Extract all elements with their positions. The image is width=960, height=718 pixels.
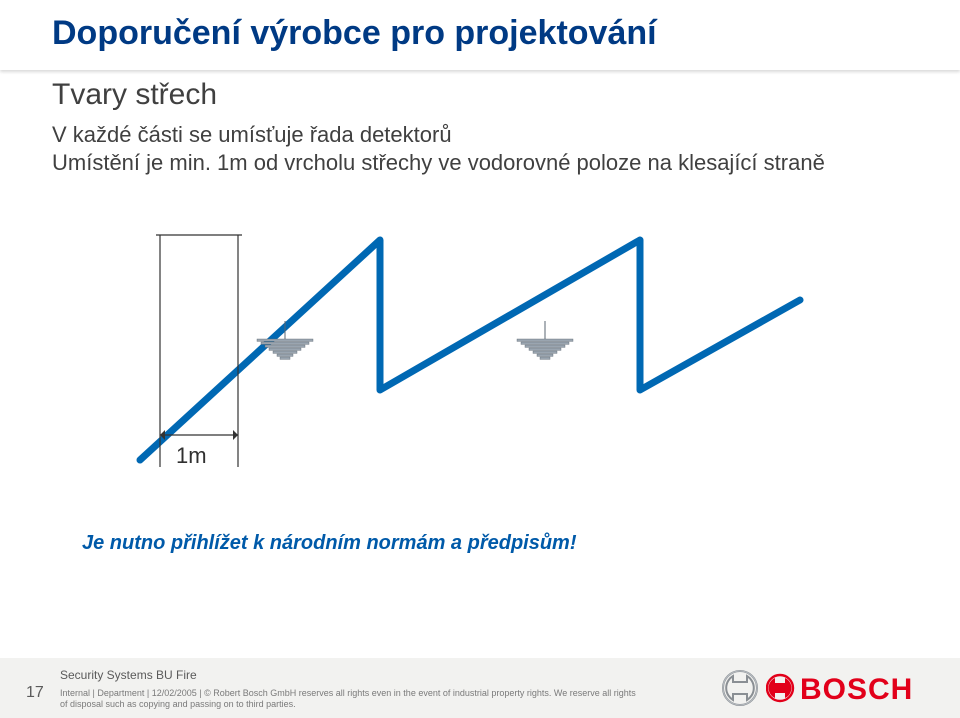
dimension-label: 1m <box>176 443 207 469</box>
body-text-2: Umístění je min. 1m od vrcholu střechy v… <box>52 150 825 176</box>
logo-text: BOSCH <box>800 673 913 706</box>
slide: Doporučení výrobce pro projektování Tvar… <box>0 0 960 718</box>
title-bar: Doporučení výrobce pro projektování <box>0 0 960 70</box>
roof-profile <box>140 240 800 460</box>
body-text-1: V každé části se umísťuje řada detektorů <box>52 122 452 148</box>
legal-text: Internal | Department | 12/02/2005 | © R… <box>60 688 640 711</box>
bosch-logo: BOSCH <box>766 668 936 708</box>
bosch-symbol-icon <box>720 668 760 708</box>
roof-diagram <box>130 210 810 470</box>
regulations-note: Je nutno přihlížet k národním normám a p… <box>82 532 577 555</box>
subtitle: Tvary střech <box>52 78 217 112</box>
page-title: Doporučení výrobce pro projektování <box>52 14 657 53</box>
business-unit: Security Systems BU Fire <box>60 668 197 682</box>
slide-number: 17 <box>26 684 44 702</box>
detectors <box>257 321 573 359</box>
footer: 17 Security Systems BU Fire Internal | D… <box>0 658 960 718</box>
